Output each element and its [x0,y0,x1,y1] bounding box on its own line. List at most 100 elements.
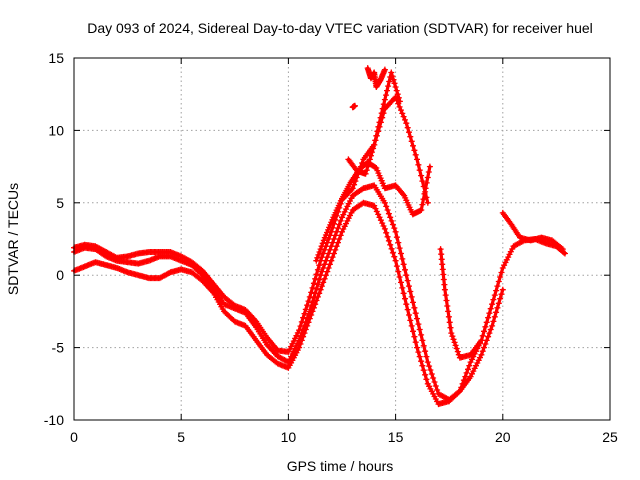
data-point-marker [329,254,336,261]
data-point-marker [363,167,370,174]
data-point-marker [423,353,430,360]
x-tick-label: 0 [70,429,78,445]
data-point-marker [362,170,369,177]
data-point-marker [384,207,391,213]
data-point-marker [412,151,419,158]
data-point-marker [419,337,426,344]
data-point-marker [399,110,406,117]
y-tick-label: 15 [48,50,64,66]
data-point-marker [367,152,374,159]
data-point-marker [305,298,312,305]
data-point-marker [351,102,358,109]
data-point-marker [482,323,489,330]
data-point-marker [348,209,355,216]
data-point-marker [318,268,325,275]
data-point-marker [400,290,407,297]
data-point-marker [418,331,425,338]
data-point-marker [446,319,453,326]
data-point-marker [316,249,323,255]
data-point-marker [414,344,420,351]
data-point-marker [302,306,309,313]
data-point-marker [424,359,431,366]
data-point-marker [411,304,418,311]
data-point-marker [345,215,352,222]
data-point-marker [494,283,501,290]
data-point-marker [324,254,331,261]
data-point-marker [304,322,311,329]
data-point-marker [483,319,490,326]
data-point-marker [372,164,379,171]
data-point-marker [335,239,341,246]
data-series-layer [71,65,568,408]
data-point-marker [198,266,205,273]
x-tick-label: 20 [495,429,511,445]
data-point-marker [424,174,431,181]
data-point-marker [384,87,390,94]
data-point-marker [392,257,399,264]
data-point-marker [426,163,433,170]
data-point-marker [495,300,502,307]
data-point-marker [309,308,316,315]
data-point-marker [335,225,341,232]
data-point-marker [313,257,320,264]
data-point-marker [341,223,348,230]
data-point-marker [320,265,327,271]
data-point-marker [393,234,400,241]
data-point-marker [385,83,392,90]
data-point-marker [337,232,344,239]
data-point-marker [393,263,400,270]
data-point-marker [344,217,351,224]
plot-frame [73,57,611,421]
data-point-marker [321,275,328,282]
data-point-marker [398,279,404,286]
data-point-marker [326,261,333,268]
y-tick-label: 10 [48,122,64,138]
data-point-marker [399,284,406,291]
series-track-8 [364,65,388,90]
data-point-marker [375,211,382,218]
data-point-marker [485,314,492,321]
data-point-marker [414,315,420,322]
data-point-marker [402,266,408,273]
data-point-marker [481,344,487,351]
data-point-marker [322,257,329,264]
data-point-marker [296,344,303,351]
data-point-marker [412,339,419,346]
data-point-marker [422,185,429,192]
data-point-marker [388,69,395,76]
data-point-marker [426,363,433,370]
data-point-marker [478,337,485,344]
data-point-marker [372,137,379,144]
series-line [346,70,402,176]
y-tick-label: -10 [44,412,64,428]
data-point-marker [378,110,385,117]
data-point-marker [317,272,324,279]
data-point-marker [392,228,399,235]
data-point-marker [407,133,414,140]
data-point-marker [385,210,392,217]
data-point-marker [482,341,489,347]
data-point-marker [420,342,427,349]
data-point-marker [479,332,486,339]
data-point-marker [404,306,411,313]
data-point-marker [383,203,390,210]
data-point-marker [423,376,430,383]
data-point-marker [315,251,322,258]
data-point-marker [374,128,381,135]
data-point-marker [487,305,494,312]
data-point-marker [494,304,501,311]
data-point-marker [399,255,406,262]
data-point-marker [449,333,456,340]
data-point-marker [318,254,325,261]
x-tick-label: 25 [602,429,618,445]
data-point-marker [376,119,383,126]
data-point-marker [396,98,403,105]
data-point-marker [411,147,418,154]
data-point-marker [400,261,407,268]
data-point-marker [420,196,427,203]
data-point-marker [377,114,384,121]
data-point-marker [442,292,449,299]
data-point-marker [308,312,315,318]
data-point-marker [445,313,452,320]
